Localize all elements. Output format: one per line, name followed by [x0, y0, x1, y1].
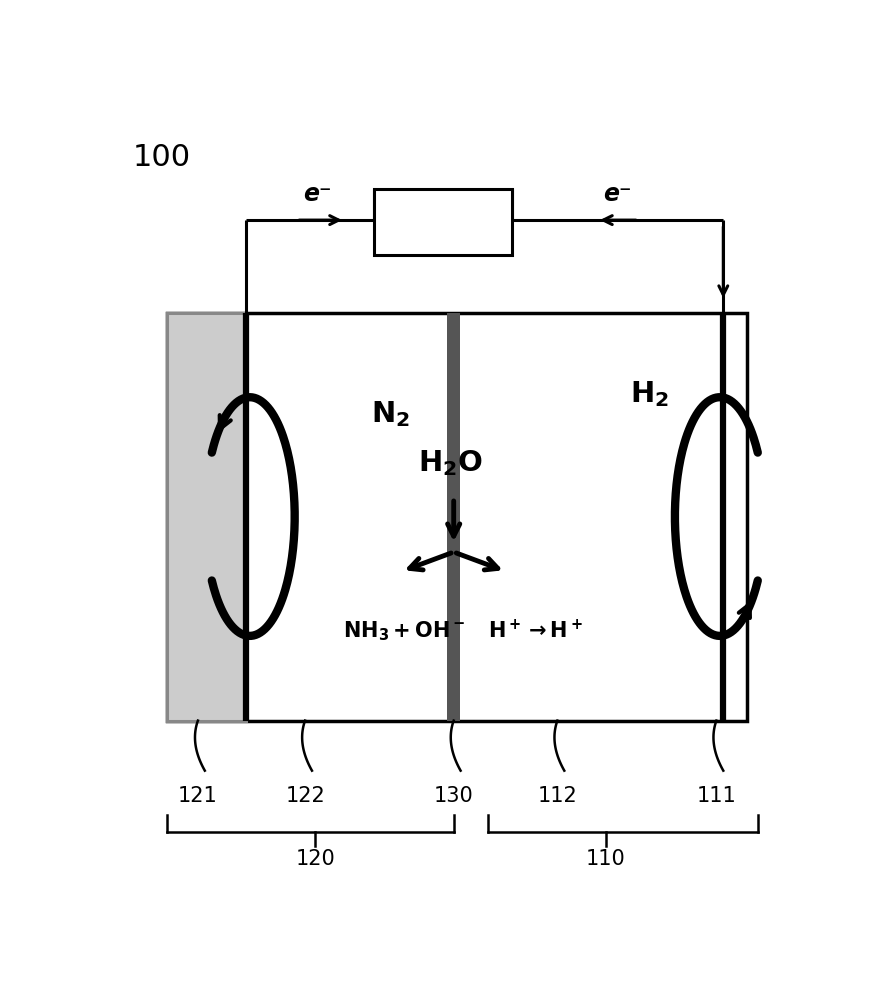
Text: 122: 122 [285, 786, 325, 806]
Bar [375, 189, 512, 255]
Text: $\mathbf{NH_3 + OH^-}$: $\mathbf{NH_3 + OH^-}$ [343, 619, 466, 643]
Text: 121: 121 [178, 786, 218, 806]
Text: $\mathbf{H_2O}$: $\mathbf{H_2O}$ [417, 449, 483, 478]
Text: 112: 112 [538, 786, 577, 806]
Text: e⁻: e⁻ [604, 182, 632, 206]
Text: $\mathbf{H_2}$: $\mathbf{H_2}$ [630, 379, 669, 409]
Text: 130: 130 [434, 786, 474, 806]
Text: 111: 111 [697, 786, 736, 806]
Bar [167, 312, 246, 721]
Text: 110: 110 [586, 849, 625, 869]
Text: e⁻: e⁻ [303, 182, 332, 206]
Bar [448, 312, 460, 721]
Bar [167, 312, 246, 721]
Text: $\mathbf{N_2}$: $\mathbf{N_2}$ [371, 400, 409, 429]
Bar [167, 312, 747, 721]
Text: 100: 100 [132, 143, 190, 172]
Text: 120: 120 [295, 849, 335, 869]
Text: $\mathbf{H^+ \rightarrow H^+}$: $\mathbf{H^+ \rightarrow H^+}$ [488, 619, 583, 642]
